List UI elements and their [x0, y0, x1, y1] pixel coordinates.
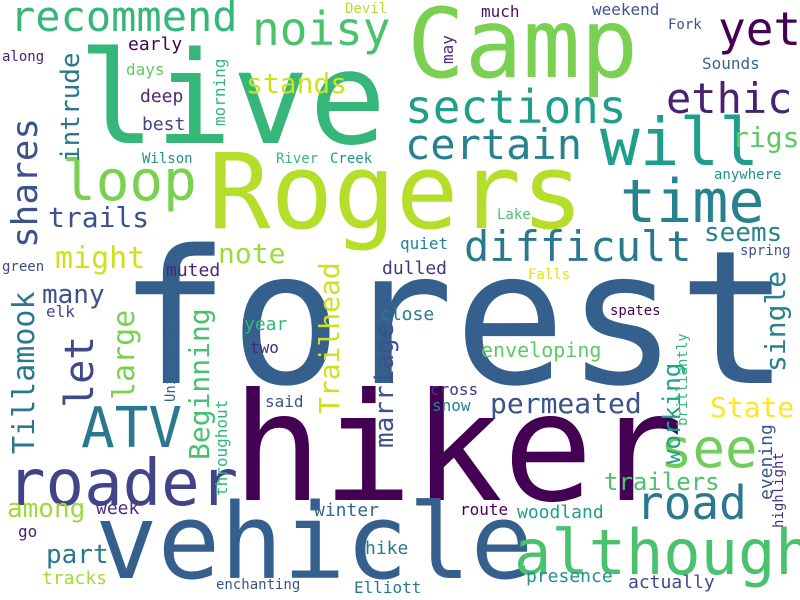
word-winter: winter	[314, 500, 380, 521]
word-lake: Lake	[497, 207, 531, 223]
word-part: part	[46, 540, 109, 570]
word-wilson: Wilson	[142, 151, 193, 167]
word-live: live	[78, 25, 387, 174]
word-single: single	[759, 270, 792, 372]
word-spring: spring	[740, 243, 791, 259]
word-many: many	[42, 280, 105, 310]
word-much: much	[481, 2, 520, 21]
word-quiet: quiet	[400, 234, 449, 253]
word-tracks: tracks	[42, 568, 108, 589]
word-go: go	[18, 522, 38, 541]
word-state: State	[710, 391, 795, 424]
word-enveloping: enveloping	[481, 338, 602, 362]
word-although: although	[514, 516, 800, 589]
word-deep: deep	[140, 86, 184, 107]
word-sounds: Sounds	[702, 54, 760, 73]
word-river: River	[276, 151, 319, 167]
word-camp: Camp	[407, 0, 639, 100]
word-difficult: difficult	[464, 222, 692, 271]
word-along: along	[2, 49, 45, 65]
word-shares: shares	[5, 117, 46, 248]
word-loop: loop	[62, 149, 197, 214]
word-permeated: permeated	[490, 387, 642, 420]
word-enchanting: enchanting	[216, 577, 301, 593]
word-might: might	[55, 241, 146, 276]
word-certain: certain	[405, 120, 583, 169]
word-weekend: weekend	[592, 0, 660, 19]
word-week: week	[96, 498, 140, 519]
word-year: year	[244, 314, 288, 335]
word-woodland: woodland	[517, 502, 604, 523]
word-among: among	[7, 494, 86, 524]
word-falls: Falls	[528, 267, 571, 283]
word-vehicle: vehicle	[95, 481, 534, 600]
word-anywhere: anywhere	[714, 167, 782, 183]
word-creek: Creek	[330, 151, 373, 167]
word-note: note	[218, 237, 286, 270]
word-atv: ATV	[81, 396, 183, 461]
word-recommend: recommend	[10, 0, 238, 41]
word-see: see	[660, 417, 758, 480]
word-devil: Devil	[345, 1, 388, 17]
word-road: road	[636, 476, 747, 530]
word-roader: roader	[7, 447, 239, 521]
word-actually: actually	[628, 572, 715, 593]
word-hike: hike	[365, 538, 409, 559]
word-highlight: highlight	[771, 452, 787, 528]
word-best: best	[142, 114, 186, 135]
word-route: route	[460, 500, 509, 519]
word-muted: muted	[166, 260, 221, 281]
word-presence: presence	[526, 566, 613, 587]
word-large: large	[107, 309, 142, 400]
word-spates: spates	[610, 303, 661, 319]
word-rigs: rigs	[732, 121, 800, 154]
word-said: said	[265, 392, 304, 411]
word-dulled: dulled	[382, 258, 448, 279]
word-time: time	[620, 167, 765, 237]
word-marriage: marriage	[370, 322, 400, 448]
word-university: University	[163, 317, 179, 402]
word-brilliantly: brilliantly	[675, 333, 691, 426]
word-seems: seems	[704, 218, 783, 248]
word-beginning: Beginning	[183, 308, 216, 460]
word-trailhead: Trailhead	[313, 262, 346, 414]
word-elliott: Elliott	[354, 578, 422, 597]
word-tillamook: Tillamook	[7, 291, 42, 454]
word-intrude: intrude	[56, 52, 86, 162]
word-will: will	[600, 104, 759, 181]
word-throughout: throughout	[212, 399, 231, 496]
word-hiker: hiker	[232, 362, 684, 536]
word-fork: Fork	[668, 17, 702, 33]
word-elk: elk	[46, 302, 75, 321]
word-may: may	[438, 35, 457, 64]
word-ethic: ethic	[666, 74, 793, 123]
word-close: close	[380, 304, 435, 325]
word-forest: forest	[118, 210, 790, 427]
word-noisy: noisy	[252, 2, 391, 56]
word-yet: yet	[718, 2, 800, 56]
word-early: early	[128, 34, 183, 55]
word-let: let	[57, 335, 103, 408]
word-morning: morning	[210, 58, 229, 126]
word-two: two	[250, 338, 279, 357]
word-days: days	[126, 60, 165, 79]
word-rogers: Rogers	[208, 131, 584, 253]
word-snow: snow	[432, 396, 471, 415]
word-cross: cross	[430, 380, 479, 399]
word-trailers: trailers	[604, 468, 720, 496]
word-stands: stands	[246, 67, 348, 100]
word-green: green	[2, 259, 45, 275]
word-trails: trails	[48, 201, 150, 234]
word-sections: sections	[405, 80, 627, 134]
